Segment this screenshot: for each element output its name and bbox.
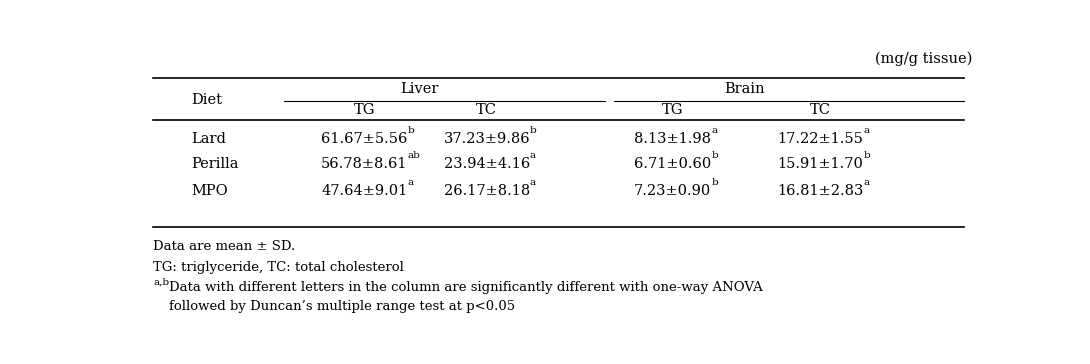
Text: 15.91±1.70: 15.91±1.70: [777, 157, 863, 171]
Text: Liver: Liver: [400, 82, 438, 96]
Text: a,b: a,b: [153, 278, 169, 287]
Text: 7.23±0.90: 7.23±0.90: [634, 184, 712, 198]
Text: Diet: Diet: [191, 93, 222, 107]
Text: Data are mean ± SD.: Data are mean ± SD.: [153, 240, 295, 253]
Text: a: a: [711, 126, 717, 135]
Text: TC: TC: [810, 103, 831, 117]
Text: TG: triglyceride, TC: total cholesterol: TG: triglyceride, TC: total cholesterol: [153, 261, 404, 274]
Text: 56.78±8.61: 56.78±8.61: [322, 157, 408, 171]
Text: 37.23±9.86: 37.23±9.86: [444, 132, 530, 146]
Text: followed by Duncan’s multiple range test at p<0.05: followed by Duncan’s multiple range test…: [169, 300, 516, 313]
Text: 6.71±0.60: 6.71±0.60: [634, 157, 712, 171]
Text: b: b: [408, 126, 414, 135]
Text: a: a: [530, 151, 536, 160]
Text: ab: ab: [408, 151, 421, 160]
Text: a: a: [863, 178, 870, 187]
Text: b: b: [712, 151, 718, 160]
Text: Data with different letters in the column are significantly different with one-w: Data with different letters in the colum…: [169, 281, 763, 293]
Text: Lard: Lard: [191, 132, 226, 146]
Text: a: a: [863, 126, 870, 135]
Text: (mg/g tissue): (mg/g tissue): [875, 52, 972, 67]
Text: 61.67±5.56: 61.67±5.56: [322, 132, 408, 146]
Text: b: b: [712, 178, 718, 187]
Text: 23.94±4.16: 23.94±4.16: [444, 157, 530, 171]
Text: 8.13±1.98: 8.13±1.98: [634, 132, 711, 146]
Text: a: a: [530, 178, 536, 187]
Text: 16.81±2.83: 16.81±2.83: [777, 184, 863, 198]
Text: b: b: [530, 126, 537, 135]
Text: MPO: MPO: [191, 184, 228, 198]
Text: TG: TG: [353, 103, 375, 117]
Text: b: b: [863, 151, 870, 160]
Text: 17.22±1.55: 17.22±1.55: [777, 132, 863, 146]
Text: TG: TG: [662, 103, 683, 117]
Text: a: a: [408, 178, 413, 187]
Text: Brain: Brain: [724, 82, 765, 96]
Text: Perilla: Perilla: [191, 157, 239, 171]
Text: TC: TC: [476, 103, 497, 117]
Text: 47.64±9.01: 47.64±9.01: [322, 184, 408, 198]
Text: 26.17±8.18: 26.17±8.18: [444, 184, 530, 198]
